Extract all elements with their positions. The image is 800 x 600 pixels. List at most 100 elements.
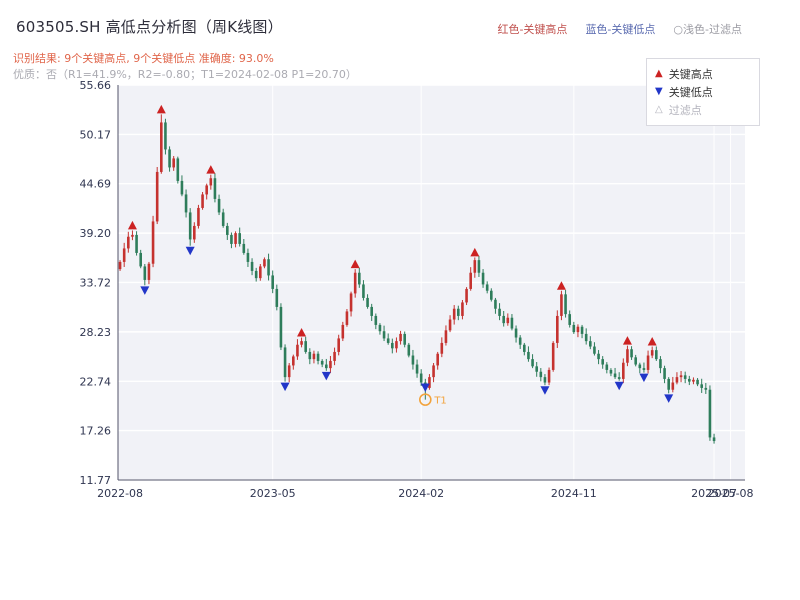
- key-low-marker: [280, 382, 290, 392]
- candle-body: [617, 377, 621, 379]
- candle-body: [593, 346, 596, 354]
- candle-body: [283, 347, 287, 378]
- candle-body: [708, 389, 712, 438]
- y-axis-tick-label: 55.66: [80, 79, 112, 92]
- candle-body: [589, 341, 592, 347]
- candle-body: [329, 360, 332, 369]
- candle-body: [374, 315, 378, 325]
- candle-body: [164, 122, 167, 150]
- candle-body: [415, 364, 419, 374]
- candle-body: [325, 364, 328, 369]
- candle-body: [514, 328, 518, 338]
- candle-body: [494, 299, 497, 309]
- candle-body: [197, 207, 200, 226]
- candle-body: [399, 333, 402, 342]
- candle-body: [613, 373, 617, 378]
- recognition-result-text: 识别结果: 9个关键高点, 9个关键低点 准确度: 93.0%: [13, 52, 274, 65]
- candle-body: [523, 344, 526, 352]
- legend-label-filtered: 过滤点: [668, 104, 702, 117]
- candle-body: [696, 379, 699, 385]
- candle-body: [341, 324, 345, 339]
- candle-body: [316, 353, 320, 361]
- candle-body: [403, 333, 406, 345]
- candle-body: [263, 259, 266, 267]
- candle-body: [147, 263, 151, 280]
- candle-body: [527, 351, 530, 360]
- candle-body: [279, 306, 283, 348]
- candle-body: [139, 252, 142, 267]
- triangle-up-icon: ▲: [655, 68, 663, 79]
- candle-body: [143, 266, 147, 280]
- candle-body: [469, 272, 472, 289]
- candle-body: [704, 387, 708, 390]
- candle-body: [444, 330, 448, 343]
- candle-body: [135, 234, 138, 253]
- candle-body: [292, 356, 295, 366]
- candle-body: [242, 243, 246, 253]
- candle-body: [692, 379, 695, 382]
- candle-body: [659, 359, 662, 369]
- candle-body: [118, 261, 122, 270]
- y-axis-tick-label: 11.77: [80, 474, 112, 487]
- candle-body: [605, 364, 609, 370]
- candle-body: [572, 324, 576, 333]
- key-low-marker: [321, 371, 331, 381]
- header-legend: 红色-关键高点 蓝色-关键低点 ○浅色-过滤点: [497, 21, 742, 37]
- candle-body: [160, 122, 163, 172]
- header-legend-filtered: ○浅色-过滤点: [673, 23, 742, 36]
- candle-body: [440, 342, 444, 354]
- candle-body: [382, 331, 386, 339]
- candle-body: [180, 180, 184, 195]
- y-axis-tick-label: 17.26: [80, 425, 112, 438]
- x-axis-tick-label: 2023-05: [250, 487, 296, 500]
- candle-body: [671, 382, 675, 390]
- candle-body: [287, 365, 291, 378]
- key-low-marker: [664, 394, 674, 403]
- candle-body: [551, 342, 555, 370]
- t1-circle-marker: [419, 393, 432, 406]
- candle-body: [609, 369, 613, 374]
- candle-body: [465, 288, 468, 303]
- candle-body: [518, 337, 522, 345]
- header-legend-key-high: 红色-关键高点: [497, 23, 568, 36]
- key-high-marker: [206, 165, 216, 174]
- candle-body: [663, 368, 666, 379]
- header-legend-key-low: 蓝色-关键低点: [585, 23, 656, 36]
- x-axis-tick-label: 2025-07: [691, 487, 737, 500]
- candle-body: [296, 344, 299, 357]
- candle-body: [584, 333, 588, 342]
- legend-label-key-high: 关键高点: [668, 68, 713, 81]
- candle-body: [667, 378, 670, 390]
- candle-body: [176, 158, 180, 181]
- candle-body: [448, 319, 452, 331]
- page-title: 603505.SH 高低点分析图（周K线图）: [16, 18, 283, 36]
- candle-body: [601, 359, 604, 365]
- candle-body: [131, 234, 134, 237]
- candle-body: [226, 225, 229, 235]
- candle-body: [407, 344, 411, 356]
- y-axis-tick-label: 22.74: [80, 375, 112, 388]
- candle-body: [234, 233, 237, 244]
- candle-body: [353, 272, 357, 294]
- candle-body: [646, 355, 650, 370]
- key-high-marker: [556, 281, 566, 290]
- key-low-marker: [185, 246, 195, 256]
- candle-body: [366, 297, 369, 307]
- candle-body: [679, 375, 683, 378]
- candle-body: [502, 315, 505, 324]
- candle-body: [712, 437, 716, 442]
- candle-body: [386, 338, 390, 343]
- x-axis-tick-label: 2022-08: [97, 487, 143, 500]
- candle-body: [271, 275, 274, 289]
- y-axis-tick-label: 28.23: [80, 326, 112, 339]
- candle-body: [345, 311, 349, 325]
- candle-body: [498, 308, 501, 316]
- candle-body: [490, 290, 493, 300]
- key-low-marker: [420, 383, 430, 393]
- key-low-marker: [140, 286, 150, 295]
- candle-body: [205, 185, 208, 195]
- candle-body: [461, 302, 464, 316]
- candle-body: [700, 384, 703, 388]
- candle-body: [576, 326, 580, 333]
